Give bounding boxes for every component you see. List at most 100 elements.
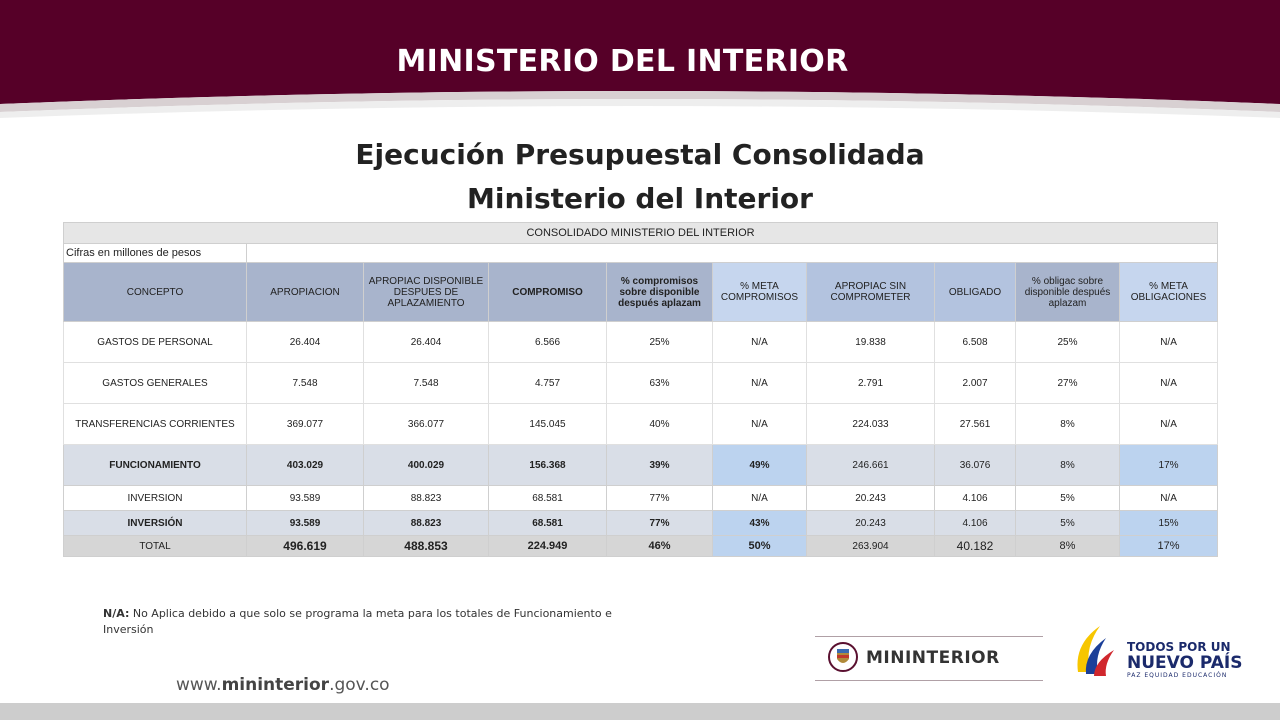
- mininterior-logo: MININTERIOR: [866, 648, 1000, 668]
- website-url[interactable]: www.mininterior.gov.co: [176, 675, 390, 695]
- cell-obligado: 4.106: [934, 485, 1016, 511]
- cell-apropiacion: 7.548: [246, 362, 364, 404]
- table-header-row: CONCEPTO APROPIACION APROPIAC DISPONIBLE…: [63, 262, 1219, 322]
- cell-obligado: 6.508: [934, 321, 1016, 363]
- table-row-subtotal: INVERSIÓN 93.589 88.823 68.581 77% 43% 2…: [63, 510, 1219, 536]
- cell-meta-obligaciones: 17%: [1118, 444, 1219, 486]
- cell-pct-obligac: 8%: [1015, 535, 1120, 557]
- table-row: GASTOS DE PERSONAL 26.404 26.404 6.566 2…: [63, 321, 1219, 363]
- logo-divider: [815, 636, 1043, 637]
- cell-pct-obligac: 25%: [1015, 321, 1120, 363]
- cell-sin-comprometer: 2.791: [806, 362, 935, 404]
- cell-concepto: INVERSION: [63, 485, 247, 511]
- cell-pct-obligac: 5%: [1015, 485, 1120, 511]
- table-row: GASTOS GENERALES 7.548 7.548 4.757 63% N…: [63, 362, 1219, 404]
- cell-meta-compromisos: N/A: [712, 321, 807, 363]
- cell-concepto: TOTAL: [63, 535, 247, 557]
- cell-compromiso: 4.757: [488, 362, 607, 404]
- cell-apropiacion: 26.404: [246, 321, 364, 363]
- cell-disponible: 366.077: [363, 403, 489, 445]
- header-banner: [0, 0, 1280, 118]
- table-row: INVERSION 93.589 88.823 68.581 77% N/A 2…: [63, 485, 1219, 511]
- slogan-line-2: NUEVO PAÍS: [1127, 653, 1243, 673]
- footnote-text: No Aplica debido a que solo se programa …: [103, 607, 612, 636]
- cell-disponible: 88.823: [363, 510, 489, 536]
- cell-apropiacion: 496.619: [246, 535, 364, 557]
- bottom-bar: [0, 703, 1280, 720]
- cell-meta-compromisos: 49%: [712, 444, 807, 486]
- cell-apropiacion: 403.029: [246, 444, 364, 486]
- cell-meta-obligaciones: N/A: [1118, 485, 1219, 511]
- table-caption-row: CONSOLIDADO MINISTERIO DEL INTERIOR: [62, 222, 1219, 244]
- cell-sin-comprometer: 224.033: [806, 403, 935, 445]
- cell-meta-obligaciones: 17%: [1118, 535, 1219, 557]
- cell-pct-compromisos: 77%: [606, 485, 713, 511]
- footnote: N/A: No Aplica debido a que solo se prog…: [103, 606, 643, 638]
- cell-compromiso: 68.581: [488, 510, 607, 536]
- cell-sin-comprometer: 19.838: [806, 321, 935, 363]
- cell-pct-obligac: 27%: [1015, 362, 1120, 404]
- column-header: OBLIGADO: [934, 262, 1016, 322]
- cell-sin-comprometer: 263.904: [806, 535, 935, 557]
- cell-meta-obligaciones: N/A: [1118, 362, 1219, 404]
- column-header: % META COMPROMISOS: [712, 262, 807, 322]
- cell-compromiso: 156.368: [488, 444, 607, 486]
- cell-meta-compromisos: N/A: [712, 485, 807, 511]
- cell-compromiso: 224.949: [488, 535, 607, 557]
- cell-meta-compromisos: 50%: [712, 535, 807, 557]
- cell-pct-compromisos: 63%: [606, 362, 713, 404]
- column-header: COMPROMISO: [488, 262, 607, 322]
- cell-pct-obligac: 8%: [1015, 444, 1120, 486]
- column-header: % obligac sobre disponible después aplaz…: [1015, 262, 1120, 322]
- column-header: APROPIAC SIN COMPROMETER: [806, 262, 935, 322]
- cell-concepto: INVERSIÓN: [63, 510, 247, 536]
- coat-of-arms-icon: [828, 642, 858, 672]
- cell-pct-obligac: 8%: [1015, 403, 1120, 445]
- cell-disponible: 88.823: [363, 485, 489, 511]
- cell-pct-compromisos: 40%: [606, 403, 713, 445]
- column-header: APROPIACION: [246, 262, 364, 322]
- table-units-row: Cifras en millones de pesos: [63, 243, 1219, 263]
- cell-sin-comprometer: 246.661: [806, 444, 935, 486]
- slogan-line-1: TODOS POR UN: [1127, 640, 1231, 654]
- cell-obligado: 2.007: [934, 362, 1016, 404]
- cell-meta-compromisos: N/A: [712, 362, 807, 404]
- cell-compromiso: 145.045: [488, 403, 607, 445]
- cell-apropiacion: 369.077: [246, 403, 364, 445]
- page-subtitle: Ministerio del Interior: [467, 182, 813, 215]
- cell-compromiso: 6.566: [488, 321, 607, 363]
- cell-concepto: TRANSFERENCIAS CORRIENTES: [63, 403, 247, 445]
- column-header: % compromisos sobre disponible después a…: [606, 262, 713, 322]
- cell-obligado: 4.106: [934, 510, 1016, 536]
- cell-meta-obligaciones: 15%: [1118, 510, 1219, 536]
- cell-disponible: 400.029: [363, 444, 489, 486]
- cell-sin-comprometer: 20.243: [806, 510, 935, 536]
- cell-pct-compromisos: 25%: [606, 321, 713, 363]
- cell-disponible: 488.853: [363, 535, 489, 557]
- budget-table: CONSOLIDADO MINISTERIO DEL INTERIOR Cifr…: [62, 222, 1219, 557]
- slogan-line-3: PAZ EQUIDAD EDUCACIÓN: [1127, 672, 1228, 679]
- cell-obligado: 27.561: [934, 403, 1016, 445]
- header-title: MINISTERIO DEL INTERIOR: [396, 44, 849, 79]
- cell-obligado: 40.182: [934, 535, 1016, 557]
- cell-concepto: FUNCIONAMIENTO: [63, 444, 247, 486]
- todos-por-un-nuevo-pais-logo: [1077, 626, 1114, 676]
- page-title: Ejecución Presupuestal Consolidada: [355, 138, 925, 171]
- cell-meta-compromisos: 43%: [712, 510, 807, 536]
- cell-meta-obligaciones: N/A: [1118, 321, 1219, 363]
- cell-meta-compromisos: N/A: [712, 403, 807, 445]
- cell-meta-obligaciones: N/A: [1118, 403, 1219, 445]
- cell-concepto: GASTOS GENERALES: [63, 362, 247, 404]
- footnote-label: N/A:: [103, 607, 130, 620]
- cell-pct-obligac: 5%: [1015, 510, 1120, 536]
- cell-apropiacion: 93.589: [246, 510, 364, 536]
- cell-disponible: 7.548: [363, 362, 489, 404]
- table-row-subtotal: FUNCIONAMIENTO 403.029 400.029 156.368 3…: [63, 444, 1219, 486]
- cell-pct-compromisos: 39%: [606, 444, 713, 486]
- cell-concepto: GASTOS DE PERSONAL: [63, 321, 247, 363]
- cell-pct-compromisos: 77%: [606, 510, 713, 536]
- cell-sin-comprometer: 20.243: [806, 485, 935, 511]
- logo-divider: [815, 680, 1043, 681]
- table-units: Cifras en millones de pesos: [63, 243, 247, 263]
- cell-apropiacion: 93.589: [246, 485, 364, 511]
